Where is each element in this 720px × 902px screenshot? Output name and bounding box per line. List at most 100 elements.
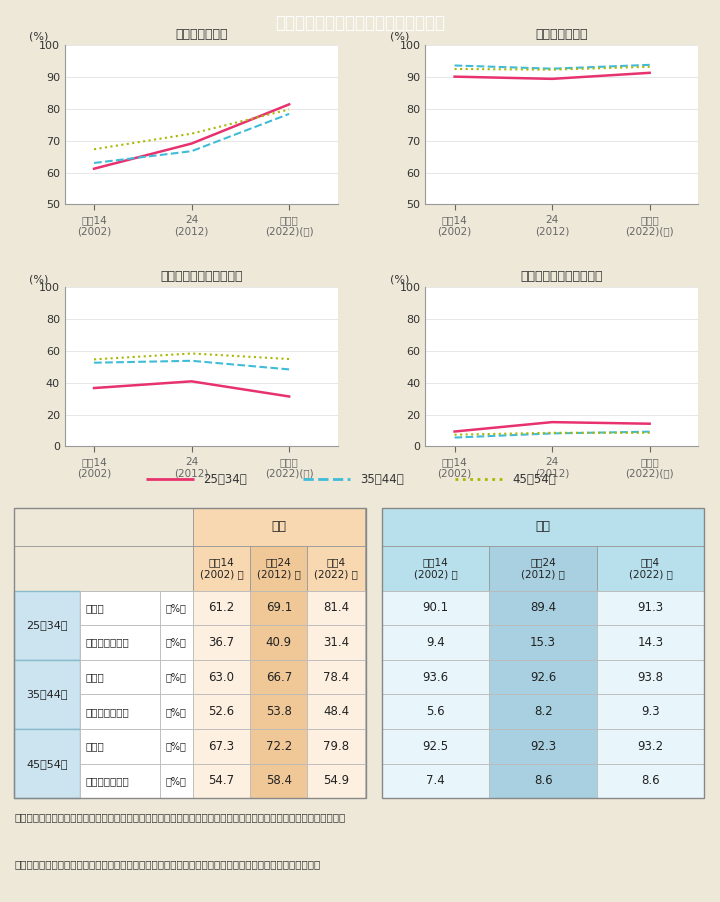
Bar — [382, 695, 490, 729]
Text: 66.7: 66.7 — [266, 670, 292, 684]
Text: 8.6: 8.6 — [642, 775, 660, 787]
Bar — [80, 729, 160, 764]
Bar — [307, 695, 365, 729]
Text: 58.4: 58.4 — [266, 775, 292, 787]
Text: 令和4
(2022) 年: 令和4 (2022) 年 — [629, 557, 672, 579]
Text: 7.4: 7.4 — [426, 775, 445, 787]
Text: 平成14
(2002) 年: 平成14 (2002) 年 — [199, 557, 243, 579]
Bar — [490, 591, 597, 625]
Bar — [382, 625, 490, 660]
Text: 非正規雇用割合: 非正規雇用割合 — [86, 707, 130, 717]
Bar — [14, 508, 193, 546]
Bar — [193, 508, 365, 546]
Bar — [80, 591, 160, 625]
Bar — [382, 591, 490, 625]
Bar — [597, 625, 704, 660]
Text: （%）: （%） — [166, 638, 186, 648]
Bar — [80, 764, 160, 798]
Title: 非正規雇用割合（男性）: 非正規雇用割合（男性） — [521, 271, 603, 283]
Text: 92.5: 92.5 — [423, 740, 449, 753]
Text: 67.3: 67.3 — [208, 740, 235, 753]
Text: 5.6: 5.6 — [426, 705, 445, 718]
Text: （%）: （%） — [166, 707, 186, 717]
Bar — [14, 546, 193, 591]
Text: （%）: （%） — [166, 741, 186, 751]
Title: 就業率（女性）: 就業率（女性） — [175, 28, 228, 41]
Text: 8.6: 8.6 — [534, 775, 552, 787]
Bar — [14, 508, 366, 798]
Bar — [490, 625, 597, 660]
Text: 男性: 男性 — [536, 520, 551, 533]
Bar — [160, 695, 193, 729]
Bar — [160, 660, 193, 695]
Bar — [193, 591, 250, 625]
Text: （%）: （%） — [166, 672, 186, 682]
Bar — [160, 729, 193, 764]
Text: 平成14
(2002) 年: 平成14 (2002) 年 — [414, 557, 458, 579]
Text: 女性: 女性 — [271, 520, 287, 533]
Text: (%): (%) — [30, 274, 49, 284]
Text: (%): (%) — [390, 32, 409, 41]
Bar — [250, 729, 307, 764]
Bar — [193, 546, 250, 591]
Bar — [597, 729, 704, 764]
Text: ２．非正規雇用割合は、「正規の職員・従業員」と「非正規の職員・従業員」の合計に占める割合。: ２．非正規雇用割合は、「正規の職員・従業員」と「非正規の職員・従業員」の合計に占… — [14, 860, 320, 870]
Text: 15.3: 15.3 — [530, 636, 556, 649]
Bar — [490, 729, 597, 764]
Text: 9.3: 9.3 — [642, 705, 660, 718]
Bar — [160, 625, 193, 660]
Bar — [193, 625, 250, 660]
Text: 就業率: 就業率 — [86, 603, 104, 612]
Text: 36.7: 36.7 — [208, 636, 235, 649]
Text: 35～44歳: 35～44歳 — [360, 473, 404, 486]
Text: 92.3: 92.3 — [530, 740, 557, 753]
Text: 52.6: 52.6 — [208, 705, 235, 718]
Bar — [80, 625, 160, 660]
Bar — [250, 625, 307, 660]
Bar — [160, 591, 193, 625]
Text: 31.4: 31.4 — [323, 636, 349, 649]
Text: 54.7: 54.7 — [208, 775, 235, 787]
Text: 平成24
(2012) 年: 平成24 (2012) 年 — [257, 557, 301, 579]
Text: 54.9: 54.9 — [323, 775, 349, 787]
Bar — [307, 546, 365, 591]
Bar — [490, 660, 597, 695]
Text: 25～34歳: 25～34歳 — [203, 473, 247, 486]
Text: 35～44歳: 35～44歳 — [27, 689, 68, 699]
Text: （%）: （%） — [166, 776, 186, 786]
Bar — [597, 591, 704, 625]
Text: 61.2: 61.2 — [208, 602, 235, 614]
Text: 非正規雇用割合: 非正規雇用割合 — [86, 776, 130, 786]
Bar — [490, 695, 597, 729]
Bar — [490, 546, 597, 591]
Bar — [193, 695, 250, 729]
Bar — [597, 546, 704, 591]
Text: 就業率: 就業率 — [86, 672, 104, 682]
Bar — [80, 660, 160, 695]
Text: 45～54歳: 45～54歳 — [27, 759, 68, 769]
Bar — [14, 729, 80, 798]
Bar — [193, 729, 250, 764]
Text: 93.8: 93.8 — [637, 670, 664, 684]
Bar — [14, 660, 80, 729]
Text: 93.6: 93.6 — [423, 670, 449, 684]
Bar — [160, 764, 193, 798]
Text: 91.3: 91.3 — [637, 602, 664, 614]
Text: 81.4: 81.4 — [323, 602, 349, 614]
Title: 就業率（男性）: 就業率（男性） — [536, 28, 588, 41]
Bar — [307, 625, 365, 660]
Text: 45～54歳: 45～54歳 — [512, 473, 556, 486]
Bar — [250, 591, 307, 625]
Bar — [193, 660, 250, 695]
Bar — [382, 546, 490, 591]
Bar — [597, 695, 704, 729]
Text: 79.8: 79.8 — [323, 740, 349, 753]
Bar — [382, 764, 490, 798]
Text: （%）: （%） — [166, 603, 186, 612]
Bar — [250, 546, 307, 591]
Text: 89.4: 89.4 — [530, 602, 557, 614]
Text: 78.4: 78.4 — [323, 670, 349, 684]
Text: 90.1: 90.1 — [423, 602, 449, 614]
Bar — [193, 764, 250, 798]
Bar — [250, 695, 307, 729]
